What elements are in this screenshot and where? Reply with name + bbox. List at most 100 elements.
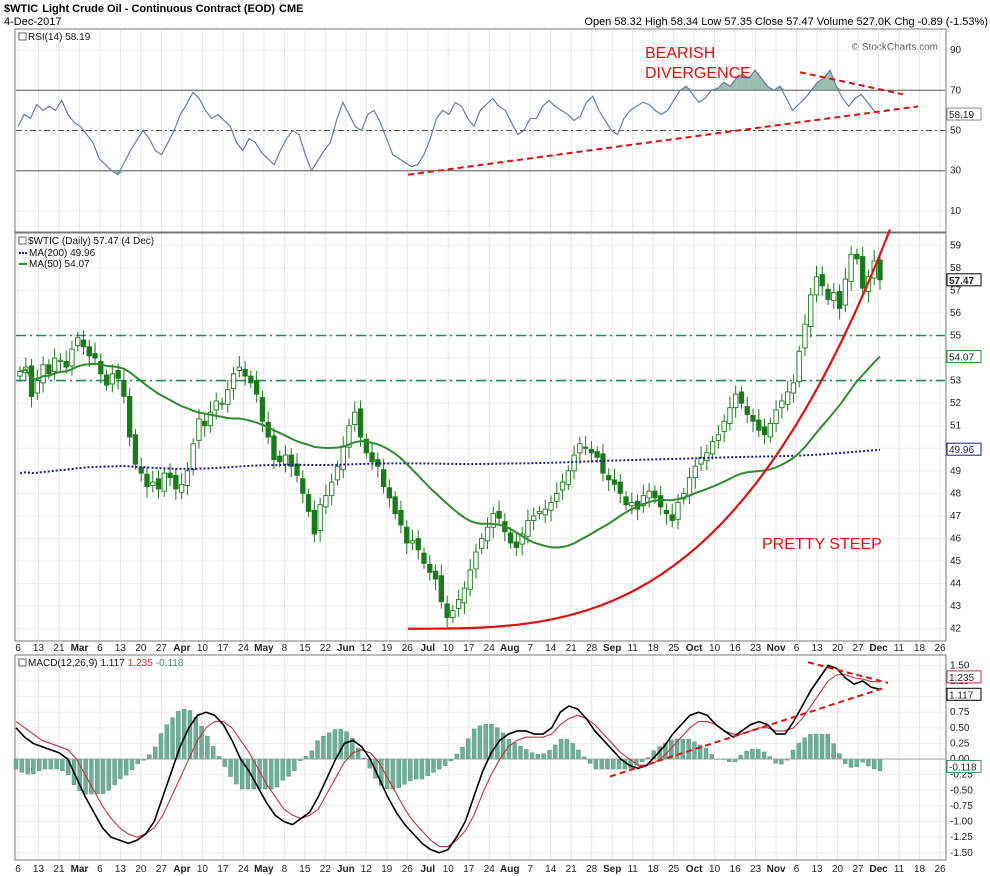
x-tick-label: 18 <box>648 864 660 875</box>
x-tick-label: 12 <box>361 864 373 875</box>
candle-body <box>594 451 600 458</box>
x-tick-label: 16 <box>730 864 742 875</box>
macd-legend-macd: 1.117 <box>100 658 125 669</box>
axis-labels: 6 6 13 13 21 21 Mar Mar 6 6 13 13 20 20 27 27 Apr Apr 10 10… <box>15 32 982 875</box>
macd-histogram-bar <box>866 758 871 767</box>
x-tick-label: 18 <box>914 864 926 875</box>
candle-body <box>75 337 81 347</box>
x-tick-label: 28 <box>586 864 598 875</box>
x-tick-label: 27 <box>156 864 168 875</box>
macd-histogram-bar <box>234 758 239 785</box>
x-tick-label: 20 <box>832 643 844 654</box>
macd-histogram-bar <box>553 744 558 760</box>
ma50-legend: MA(50) 54.07 <box>29 259 90 270</box>
candle-body <box>363 438 369 454</box>
ma50-line <box>19 355 881 549</box>
macd-histogram-bar <box>727 758 732 763</box>
x-tick-label: 11 <box>894 864 905 875</box>
macd-histogram-bar <box>512 742 517 760</box>
signal-line <box>15 674 881 848</box>
x-tick-label: 19 <box>381 864 393 875</box>
rsi-panel <box>14 28 947 233</box>
candle-body <box>196 418 202 441</box>
candle-body <box>525 520 531 537</box>
macd-histogram-bar <box>123 758 129 776</box>
x-tick-label: 7 <box>527 643 533 654</box>
x-tick-label: Jun <box>337 643 355 654</box>
x-tick-label: 6 <box>97 864 103 875</box>
x-tick-label: 22 <box>320 864 332 875</box>
price-ma50-box <box>946 349 982 363</box>
ohlc-readout: Open 58.32 High 58.34 Low 57.35 Close 57… <box>584 16 988 28</box>
candle-body <box>860 256 866 289</box>
macd-y-tick: -0.50 <box>950 785 973 796</box>
macd-histogram-bar <box>547 750 552 760</box>
candle-body <box>796 350 802 383</box>
rsi-current-box <box>946 107 982 121</box>
macd-macd-box <box>946 687 982 701</box>
candle-body <box>686 477 693 497</box>
candle-body <box>825 288 831 300</box>
candle-body <box>658 495 664 508</box>
candle-body <box>750 415 756 422</box>
rsi-annotation-line1: BEARISH <box>645 45 715 62</box>
macd-histogram-bar <box>326 732 332 760</box>
candle-body <box>98 360 104 375</box>
macd-histogram-bar <box>355 747 361 760</box>
x-tick-label: Nov <box>767 864 786 875</box>
candle-body <box>92 353 98 359</box>
ma200-legend: MA(200) 49.96 <box>29 248 96 259</box>
x-tick-label: 11 <box>627 864 638 875</box>
x-tick-label: Apr <box>173 643 190 654</box>
price-ma200-label: 49.96 <box>949 445 974 456</box>
candle-body <box>155 478 162 490</box>
macd-histogram-bar <box>205 736 210 760</box>
x-tick-label: Oct <box>686 864 703 875</box>
macd-histogram-bar <box>819 733 825 760</box>
x-tick-label: 6 <box>15 864 21 875</box>
macd-histogram-bar <box>616 758 622 770</box>
macd-y-tick: -1.50 <box>950 848 973 859</box>
x-tick-label: 28 <box>586 643 598 654</box>
x-tick-label: 8 <box>282 643 288 654</box>
macd-histogram-bar <box>587 758 593 764</box>
rsi-overbought-fill <box>823 70 831 91</box>
macd-legend-swatch <box>18 658 27 667</box>
candle-body <box>57 359 64 362</box>
macd-y-tick: 0.75 <box>950 707 970 718</box>
rsi-line <box>17 68 881 176</box>
candle-body <box>357 408 364 438</box>
macd-histogram-bar <box>425 758 430 776</box>
candle-body <box>46 364 52 375</box>
macd-histogram-bar <box>42 758 48 770</box>
x-tick-label: 7 <box>527 864 533 875</box>
x-tick-label: 11 <box>627 643 638 654</box>
macd-histogram-bar <box>593 758 599 770</box>
macd-histogram-bar <box>118 758 123 779</box>
x-tick-label: Jun <box>337 864 355 875</box>
candle-body <box>202 420 208 427</box>
macd-histogram-bar <box>814 733 819 760</box>
candle-body <box>248 375 254 384</box>
macd-y-tick: -1.25 <box>950 832 973 843</box>
candle-body <box>178 483 185 493</box>
x-tick-label: 16 <box>730 643 742 654</box>
macd-histogram-bar <box>344 731 349 760</box>
macd-histogram-bar <box>100 758 106 794</box>
macd-histogram-bar <box>570 743 575 760</box>
x-tick-label: 26 <box>934 643 946 654</box>
macd-histogram-bar <box>158 733 164 760</box>
candle-body <box>415 538 421 551</box>
macd-histogram-bar <box>309 750 314 760</box>
macd-histogram-bar <box>106 758 111 791</box>
candle-body <box>646 490 652 499</box>
rsi-overbought-fill <box>736 74 743 91</box>
macd-histogram-bar <box>837 753 842 760</box>
macd-histogram-bar <box>413 758 419 780</box>
rsi-overbought-fill <box>761 78 768 91</box>
macd-y-tick: -1.00 <box>950 817 973 828</box>
macd-histogram-bar <box>54 758 59 770</box>
candle-body <box>813 276 820 296</box>
price-y-tick: 58 <box>950 263 962 274</box>
candle-body <box>190 443 196 471</box>
